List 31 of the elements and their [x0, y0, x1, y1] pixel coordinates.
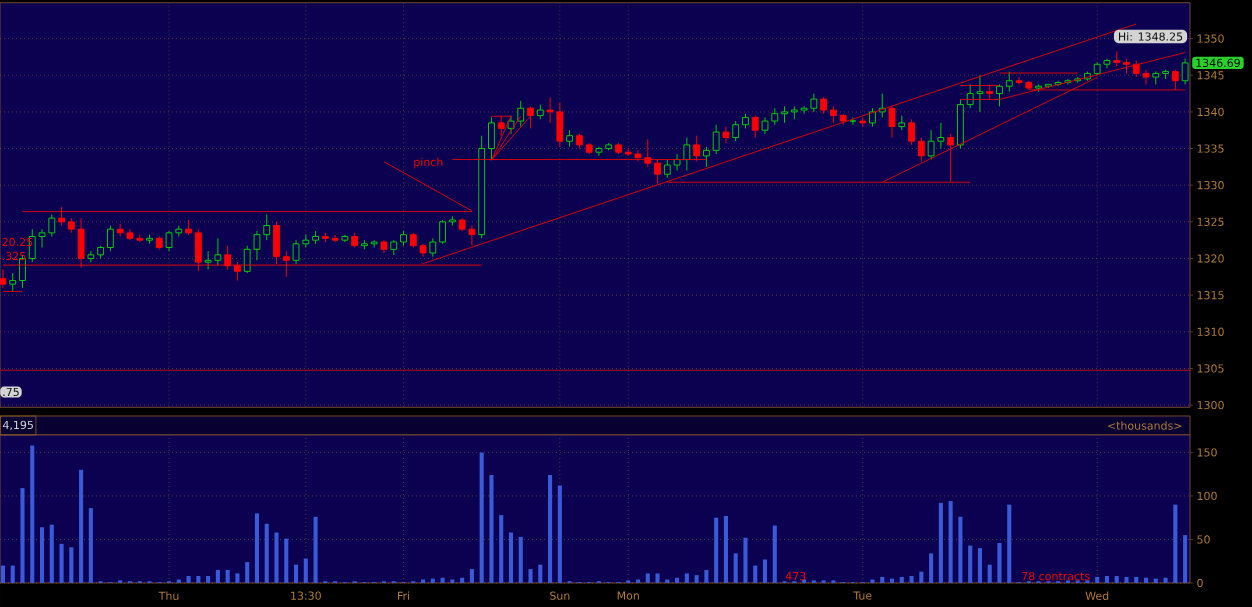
- y-tick-label: 1300: [1197, 400, 1224, 410]
- x-tick-label: 13:30: [291, 591, 321, 600]
- y-tick-label: 1320: [1197, 254, 1224, 263]
- y-tick-label: 1335: [1197, 144, 1224, 153]
- x-tick-label: Mon: [617, 591, 639, 600]
- x-tick-label: Wed: [1085, 591, 1109, 601]
- annotation: Hi: 1348.25: [1119, 32, 1183, 41]
- annotation: .325: [2, 251, 26, 261]
- annotation: 78 contracts: [1022, 571, 1090, 581]
- annotation: 473: [785, 571, 806, 581]
- x-tick-label: Sun: [550, 591, 570, 600]
- x-tick-label: Tue: [853, 591, 872, 600]
- annotation: pinch: [414, 157, 443, 169]
- annotation: .75: [3, 387, 19, 397]
- y-tick-label: 1330: [1197, 181, 1224, 190]
- y-tick-label: 1350: [1197, 34, 1224, 43]
- y-tick-label: 1345: [1197, 71, 1224, 80]
- y-tick-label: 100: [1197, 491, 1217, 501]
- text: 4,195: [2, 420, 33, 431]
- y-tick-label: 150: [1197, 448, 1217, 457]
- text: 1346.69: [1196, 58, 1240, 68]
- x-tick-label: Thu: [158, 591, 179, 601]
- y-tick-label: 50: [1197, 535, 1210, 544]
- y-tick-label: 1305: [1197, 364, 1224, 373]
- y-tick-label: 1325: [1197, 217, 1224, 226]
- y-tick-label: 0: [1197, 578, 1203, 588]
- y-tick-label: 1310: [1197, 327, 1224, 336]
- y-axis-title: <thousands>: [1108, 421, 1182, 430]
- y-tick-label: 1340: [1197, 107, 1224, 117]
- x-tick-label: Fri: [398, 591, 410, 600]
- y-tick-label: 1315: [1197, 290, 1224, 300]
